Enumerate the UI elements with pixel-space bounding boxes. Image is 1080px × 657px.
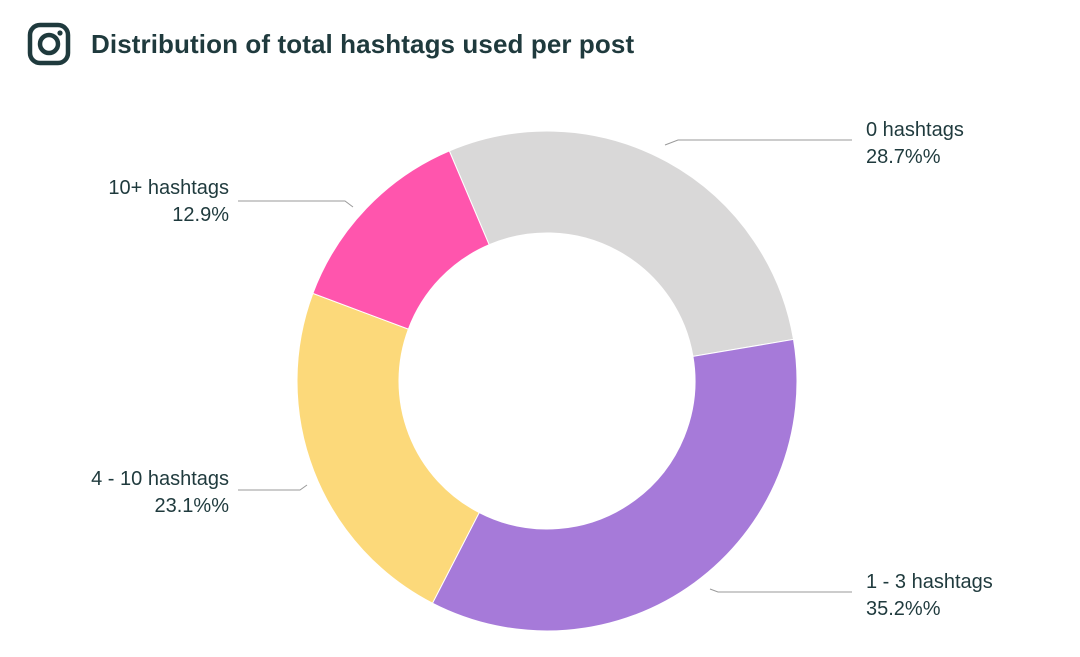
slice-1-3-hashtags	[431, 338, 798, 632]
leader-line-10plus-hashtags	[238, 200, 354, 208]
slice-value-10plus-hashtags: 12.9%	[172, 204, 229, 226]
leader-line-1-3-hashtags	[709, 588, 852, 593]
chart-title: Distribution of total hashtags used per …	[91, 28, 635, 59]
leader-line-4-10-hashtags	[238, 484, 308, 491]
instagram-icon	[27, 22, 71, 66]
leader-line-0-hashtags	[664, 139, 852, 146]
slice-4-10-hashtags	[296, 292, 480, 604]
slice-label-0-hashtags: 0 hashtags	[866, 119, 964, 141]
slice-label-4-10-hashtags: 4 - 10 hashtags	[91, 468, 229, 490]
slice-0-hashtags	[448, 130, 795, 357]
slice-value-0-hashtags: 28.7%%	[866, 146, 941, 168]
slice-value-4-10-hashtags: 23.1%%	[155, 495, 230, 517]
chart-header: Distribution of total hashtags used per …	[27, 22, 634, 66]
slice-label-10plus-hashtags: 10+ hashtags	[108, 177, 229, 199]
slice-value-1-3-hashtags: 35.2%%	[866, 598, 941, 620]
slice-label-1-3-hashtags: 1 - 3 hashtags	[866, 571, 993, 593]
slice-10plus-hashtags	[312, 150, 490, 330]
